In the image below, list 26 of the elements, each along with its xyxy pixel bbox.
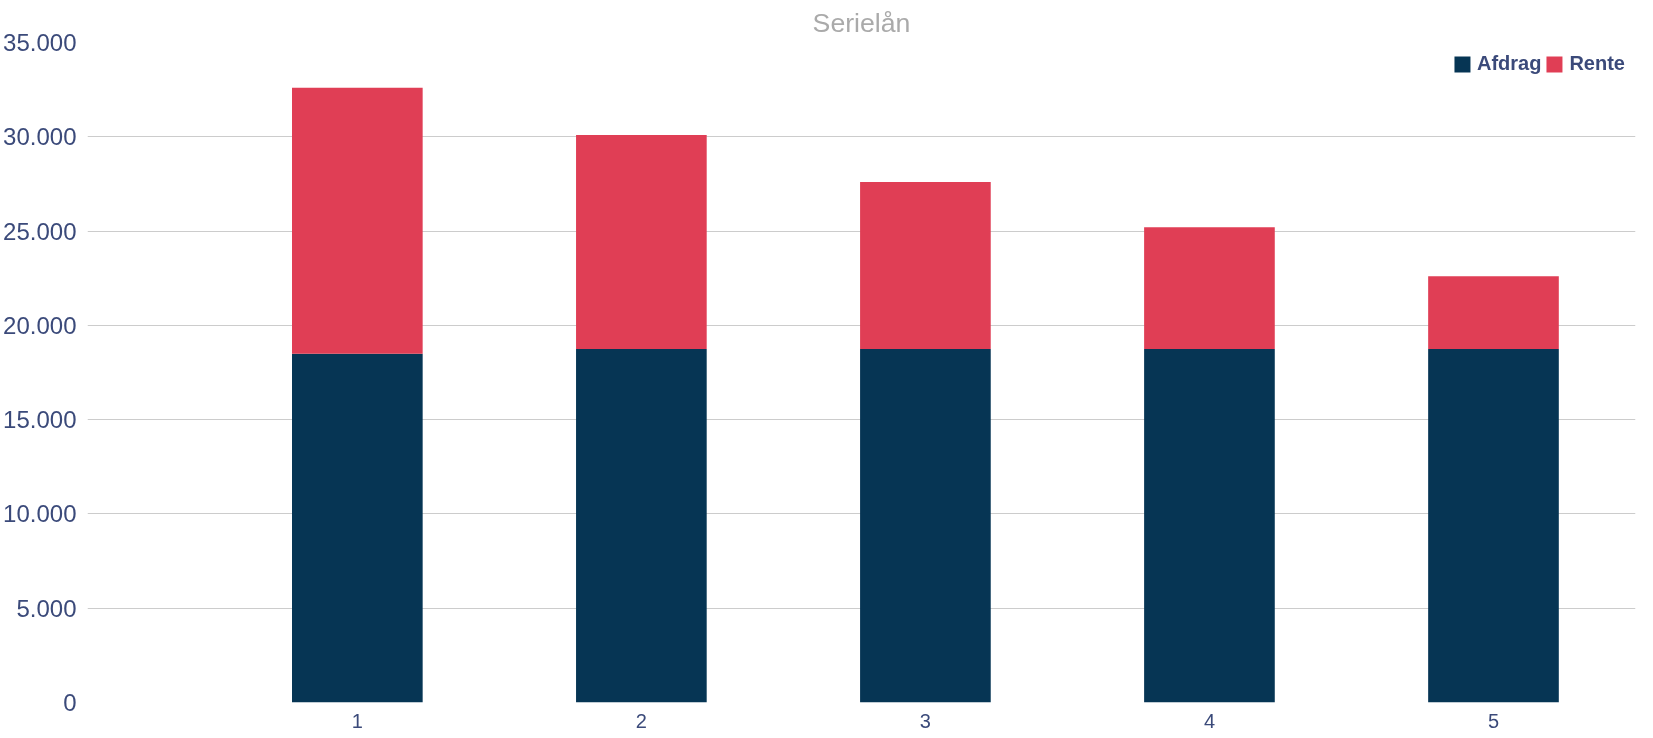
y-tick-label: 20.000 <box>3 311 77 339</box>
y-tick-label: 35.000 <box>3 29 77 56</box>
y-tick-label: 30.000 <box>3 123 77 151</box>
bar <box>576 134 707 349</box>
x-tick-label: 4 <box>1203 709 1216 732</box>
chart-title: Serielån <box>812 7 911 38</box>
bar <box>1144 227 1275 349</box>
y-tick-label: 5.000 <box>16 594 77 622</box>
bar <box>1428 276 1559 349</box>
bar <box>292 353 423 703</box>
x-tick-label: 3 <box>919 709 931 732</box>
legend-label: Afdrag <box>1476 52 1542 75</box>
bar <box>860 348 991 703</box>
bar <box>292 87 423 354</box>
bar <box>1428 348 1559 703</box>
x-tick-label: 1 <box>351 709 363 732</box>
y-tick-label: 15.000 <box>3 406 77 434</box>
bar <box>860 182 991 349</box>
y-tick-label: 25.000 <box>3 217 77 245</box>
bar <box>576 348 707 703</box>
y-tick-label: 0 <box>63 689 77 716</box>
x-tick-label: 5 <box>1487 709 1500 732</box>
y-tick-label: 10.000 <box>3 500 77 528</box>
legend-label: Rente <box>1569 52 1625 75</box>
x-tick-label: 2 <box>635 709 647 732</box>
bar <box>1144 348 1275 703</box>
